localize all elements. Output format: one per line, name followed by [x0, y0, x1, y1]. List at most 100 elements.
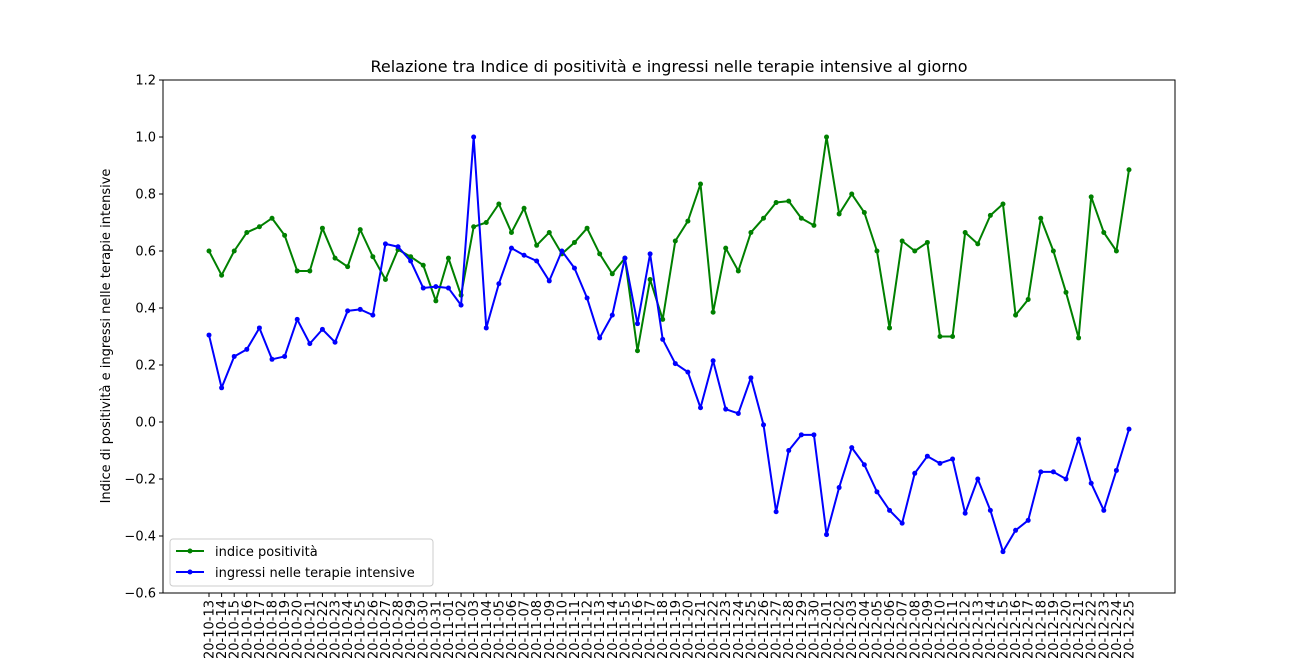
data-point-indice-positivita [685, 218, 691, 224]
data-point-ingressi-terapie-intensive [912, 470, 918, 476]
x-tick-label: 20-12-10 [933, 600, 948, 659]
x-tick-label: 20-12-09 [921, 600, 936, 659]
x-tick-label: 20-10-21 [303, 600, 318, 659]
data-point-ingressi-terapie-intensive [345, 308, 351, 314]
x-tick-label: 20-12-23 [1097, 600, 1112, 659]
data-point-ingressi-terapie-intensive [723, 406, 729, 412]
data-point-indice-positivita [899, 238, 905, 244]
data-point-indice-positivita [987, 212, 993, 218]
data-point-indice-positivita [1063, 289, 1069, 295]
data-point-indice-positivita [1013, 312, 1019, 318]
y-tick-label: 1.0 [135, 131, 156, 146]
x-tick-label: 20-12-04 [858, 600, 873, 659]
x-tick-label: 20-11-29 [795, 600, 810, 659]
data-point-ingressi-terapie-intensive [483, 325, 489, 331]
data-point-indice-positivita [382, 277, 388, 282]
data-point-ingressi-terapie-intensive [584, 295, 590, 301]
data-point-ingressi-terapie-intensive [937, 460, 943, 466]
plot-frame [162, 79, 1176, 594]
x-tick-label: 20-10-18 [266, 600, 281, 659]
data-point-ingressi-terapie-intensive [685, 369, 691, 375]
data-point-indice-positivita [698, 181, 704, 187]
x-tick-label: 20-11-27 [770, 600, 785, 659]
x-tick-label: 20-11-16 [631, 600, 646, 659]
data-point-indice-positivita [634, 348, 640, 354]
data-point-indice-positivita [975, 241, 981, 247]
x-tick-label: 20-12-22 [1085, 600, 1100, 659]
data-point-indice-positivita [723, 245, 729, 251]
x-tick-label: 20-11-09 [543, 600, 558, 659]
data-point-ingressi-terapie-intensive [357, 306, 363, 312]
data-point-indice-positivita [571, 239, 577, 245]
data-point-ingressi-terapie-intensive [395, 244, 401, 250]
y-tick-label: −0.2 [124, 473, 156, 488]
x-tick-label: 20-11-19 [669, 600, 684, 659]
data-point-indice-positivita [924, 239, 930, 245]
x-tick-label: 20-12-12 [959, 600, 974, 659]
x-tick-label: 20-10-20 [291, 600, 306, 659]
data-point-ingressi-terapie-intensive [887, 507, 893, 513]
data-point-indice-positivita [370, 254, 376, 260]
legend-marker-indice-positivita [187, 548, 193, 554]
data-point-ingressi-terapie-intensive [521, 252, 527, 258]
data-point-indice-positivita [962, 229, 968, 235]
data-point-indice-positivita [1126, 167, 1132, 173]
data-point-indice-positivita [219, 272, 225, 278]
data-point-ingressi-terapie-intensive [798, 432, 804, 438]
data-point-indice-positivita [534, 242, 540, 248]
x-tick-label: 20-12-05 [870, 600, 885, 659]
x-tick-label: 20-11-24 [732, 600, 747, 659]
data-point-indice-positivita [748, 229, 754, 235]
data-point-indice-positivita [937, 334, 943, 339]
x-axis: 20-10-1320-10-1420-10-1520-10-1620-10-17… [203, 593, 1138, 659]
data-point-ingressi-terapie-intensive [597, 335, 603, 341]
data-point-ingressi-terapie-intensive [433, 284, 439, 290]
data-point-ingressi-terapie-intensive [408, 258, 414, 264]
data-point-ingressi-terapie-intensive [660, 336, 666, 342]
x-tick-label: 20-10-15 [228, 600, 243, 659]
data-point-ingressi-terapie-intensive [962, 510, 968, 516]
x-tick-label: 20-11-22 [707, 600, 722, 659]
y-tick-label: 0.0 [135, 416, 156, 431]
data-point-indice-positivita [206, 248, 212, 254]
data-point-indice-positivita [244, 229, 250, 235]
data-point-indice-positivita [307, 268, 313, 274]
data-point-indice-positivita [1113, 248, 1119, 254]
x-tick-label: 20-11-10 [555, 600, 570, 659]
x-tick-label: 20-10-29 [404, 600, 419, 659]
data-point-ingressi-terapie-intensive [471, 134, 477, 140]
data-point-ingressi-terapie-intensive [307, 341, 313, 347]
x-tick-label: 20-12-18 [1034, 600, 1049, 659]
data-point-ingressi-terapie-intensive [874, 489, 880, 495]
data-point-ingressi-terapie-intensive [445, 285, 451, 291]
data-point-indice-positivita [521, 205, 527, 211]
x-tick-label: 20-11-21 [694, 600, 709, 659]
data-point-ingressi-terapie-intensive [773, 509, 779, 515]
data-point-indice-positivita [950, 334, 956, 339]
data-point-ingressi-terapie-intensive [811, 432, 817, 438]
data-point-indice-positivita [798, 215, 804, 221]
data-point-ingressi-terapie-intensive [950, 456, 956, 462]
x-tick-label: 20-10-30 [417, 600, 432, 659]
y-axis: −0.6 −0.4 −0.2 0.0 0.2 0.4 0.6 0.8 1.0 1.2 [124, 74, 163, 602]
x-tick-label: 20-11-18 [656, 600, 671, 659]
x-tick-label: 20-11-03 [467, 600, 482, 659]
data-point-indice-positivita [811, 222, 817, 228]
chart-title: Relazione tra Indice di positività e ing… [370, 57, 967, 76]
x-tick-label: 20-11-13 [593, 600, 608, 659]
data-point-ingressi-terapie-intensive [698, 405, 704, 411]
x-tick-label: 20-12-03 [845, 600, 860, 659]
x-tick-label: 20-11-28 [782, 600, 797, 659]
data-point-indice-positivita [282, 232, 288, 238]
data-point-ingressi-terapie-intensive [508, 245, 514, 251]
data-point-indice-positivita [773, 200, 779, 206]
x-tick-label: 20-12-08 [908, 600, 923, 659]
data-point-ingressi-terapie-intensive [496, 281, 502, 287]
data-point-indice-positivita [647, 277, 653, 282]
data-point-ingressi-terapie-intensive [319, 326, 325, 332]
x-tick-label: 20-11-02 [455, 600, 470, 659]
data-point-indice-positivita [483, 220, 489, 225]
data-point-ingressi-terapie-intensive [735, 410, 741, 416]
data-point-indice-positivita [861, 210, 867, 216]
